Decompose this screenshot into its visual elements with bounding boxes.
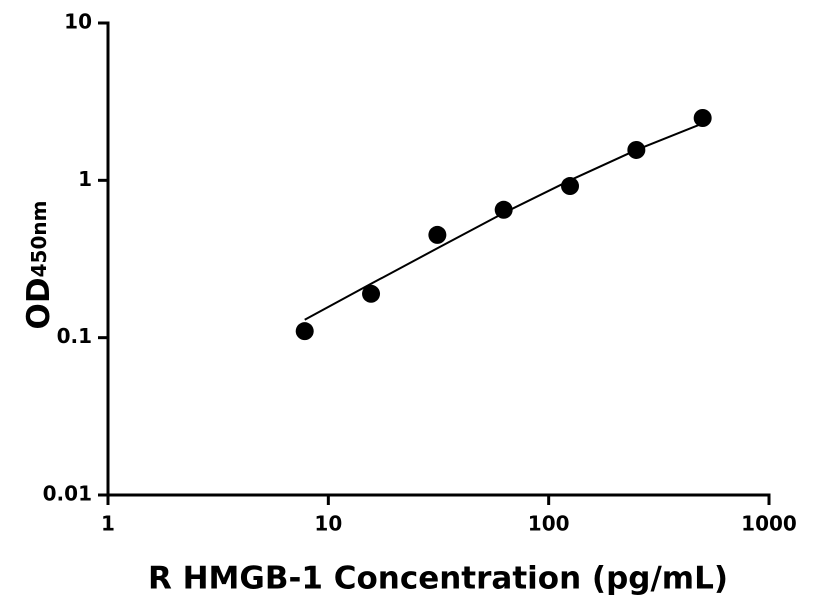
data-point	[295, 322, 314, 341]
y-axis-label: OD450nm	[21, 201, 57, 330]
y-tick-label: 10	[64, 10, 92, 34]
x-axis-label: R HMGB-1 Concentration (pg/mL)	[148, 561, 728, 597]
y-axis-label-main: OD	[21, 277, 57, 329]
data-point	[428, 225, 447, 244]
y-tick-label: 0.01	[43, 482, 92, 506]
data-point	[693, 108, 712, 127]
x-tick-label: 1	[101, 512, 115, 536]
x-tick-label: 10	[314, 512, 342, 536]
x-tick-label: 1000	[741, 512, 797, 536]
y-tick-label: 0.1	[57, 324, 92, 348]
y-axis-label-subscript: 450nm	[27, 201, 51, 278]
x-tick-label: 100	[528, 512, 570, 536]
fit-curve	[304, 122, 704, 321]
data-point	[362, 284, 381, 303]
y-tick-label: 1	[78, 167, 92, 191]
